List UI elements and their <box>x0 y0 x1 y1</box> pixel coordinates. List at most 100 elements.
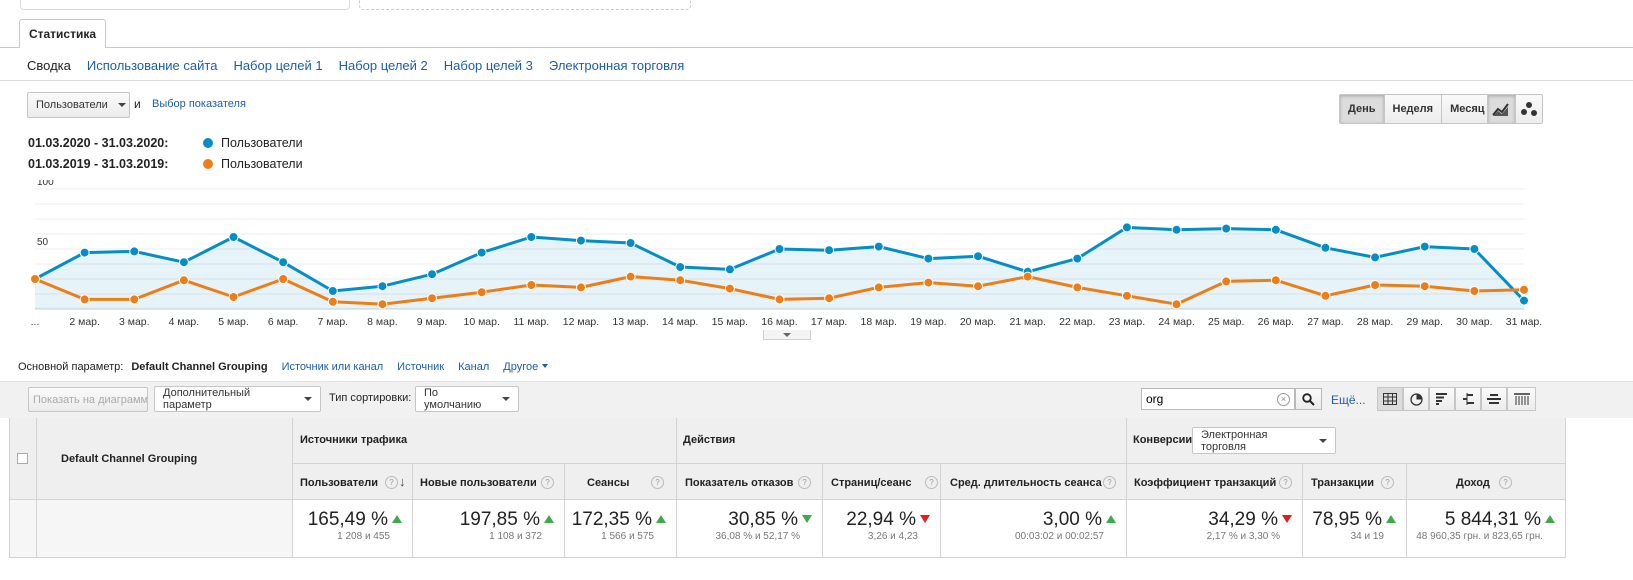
col-users[interactable]: Пользователи ? ↓ <box>293 464 413 500</box>
advanced-search-link[interactable]: Ещё... <box>1331 393 1366 407</box>
totals-value: 3,00 % <box>941 509 1116 531</box>
dimension-medium[interactable]: Канал <box>458 361 490 373</box>
choose-metric-link[interactable]: Выбор показателя <box>152 98 246 110</box>
tab-statistics[interactable]: Статистика <box>19 19 106 47</box>
table-search-input[interactable] <box>1142 389 1270 409</box>
subtab-site-usage[interactable]: Использование сайта <box>86 58 218 73</box>
col-new-users[interactable]: Новые пользователи ? <box>413 464 565 500</box>
col-avg-duration[interactable]: Сред. длительность сеанса ? <box>941 464 1127 500</box>
plot-rows-button[interactable]: Показать на диаграмме <box>28 387 148 412</box>
totals-value: 34,29 % <box>1127 509 1292 531</box>
clear-search-icon[interactable]: × <box>1277 393 1290 406</box>
data-point <box>427 269 438 280</box>
subtab-goal-set-3[interactable]: Набор целей 3 <box>443 58 533 73</box>
data-point <box>1419 241 1430 252</box>
trend-up-icon <box>392 515 402 523</box>
legend-dot-current <box>203 138 213 148</box>
data-point <box>377 281 388 292</box>
totals-cell: 197,85 % 1 108 и 372 <box>413 500 565 558</box>
secondary-dimension-select[interactable]: Дополнительный параметр <box>154 386 321 412</box>
x-tick-label: 3 мар. <box>119 316 150 328</box>
view-pie-button[interactable] <box>1403 387 1429 411</box>
subtab-summary[interactable]: Сводка <box>27 58 71 73</box>
x-tick-label: 21 мар. <box>1009 316 1045 328</box>
chart-collapse-handle[interactable] <box>763 330 811 340</box>
bubbles-icon <box>1520 102 1537 116</box>
conversion-goal-value: Электронная торговля <box>1201 428 1268 453</box>
col-transactions[interactable]: Транзакции ? <box>1303 464 1407 500</box>
data-point <box>1270 275 1281 286</box>
totals-cell: 165,49 % 1 208 и 455 <box>293 500 413 558</box>
help-icon[interactable]: ? <box>1279 476 1292 489</box>
report-table: Default Channel Grouping Источники трафи… <box>9 418 1566 558</box>
dimension-header-cell[interactable]: Default Channel Grouping <box>37 418 293 500</box>
data-point <box>824 245 835 256</box>
sort-arrow-down-icon: ↓ <box>399 474 406 489</box>
help-icon[interactable]: ? <box>1103 476 1116 489</box>
motion-chart-button[interactable] <box>1515 95 1542 123</box>
help-icon[interactable]: ? <box>1499 476 1512 489</box>
help-icon[interactable]: ? <box>541 476 554 489</box>
totals-dimension-cell <box>37 500 293 558</box>
data-point <box>526 280 537 290</box>
sort-type-select[interactable]: По умолчанию <box>415 386 519 412</box>
x-tick-label: 20 мар. <box>960 316 996 328</box>
col-sessions[interactable]: Сеансы ? <box>565 464 677 500</box>
search-button[interactable] <box>1295 388 1322 410</box>
subtab-goal-set-1[interactable]: Набор целей 1 <box>233 58 323 73</box>
x-tick-label: 12 мар. <box>563 316 599 328</box>
x-tick-label: 2 мар. <box>69 316 100 328</box>
data-point <box>575 235 586 246</box>
data-point <box>774 244 785 254</box>
col-revenue[interactable]: Доход ? <box>1407 464 1566 500</box>
help-icon[interactable]: ? <box>1381 476 1394 489</box>
data-point <box>575 282 586 293</box>
view-table-button[interactable] <box>1377 387 1403 411</box>
col-bounce-rate[interactable]: Показатель отказов ? <box>677 464 823 500</box>
totals-value: 22,94 % <box>823 509 930 531</box>
legend-label-current: Пользователи <box>221 136 303 150</box>
data-point <box>724 264 735 275</box>
period-month-button[interactable]: Месяц <box>1442 95 1493 123</box>
totals-value: 78,95 % <box>1303 509 1396 531</box>
view-term-cloud-button[interactable] <box>1481 387 1507 411</box>
subtab-ecommerce[interactable]: Электронная торговля <box>548 58 685 73</box>
period-day-button[interactable]: День <box>1340 95 1385 123</box>
group-conversions-label: Конверсии <box>1133 434 1193 446</box>
dimension-other[interactable]: Другое <box>503 361 549 373</box>
help-icon[interactable]: ? <box>385 476 398 489</box>
data-point <box>824 293 835 304</box>
view-pivot-button[interactable] <box>1507 387 1536 411</box>
totals-value: 197,85 % <box>413 509 554 531</box>
primary-dimension-row: Основной параметр: Default Channel Group… <box>18 361 549 373</box>
metric-select[interactable]: Пользователи <box>27 92 130 118</box>
pivot-icon <box>1513 393 1530 405</box>
report-subtabs: Сводка Использование сайта Набор целей 1… <box>27 58 684 73</box>
dimension-source-medium[interactable]: Источник или канал <box>281 361 384 373</box>
x-tick-label: 15 мар. <box>712 316 748 328</box>
period-week-button[interactable]: Неделя <box>1384 95 1443 123</box>
totals-cell: 3,00 % 00:03:02 и 00:02:57 <box>941 500 1127 558</box>
metric-and-label: и <box>134 97 141 111</box>
x-tick-label: 25 мар. <box>1208 316 1244 328</box>
help-icon[interactable]: ? <box>925 476 938 489</box>
totals-comparison: 34 и 19 <box>1350 531 1384 542</box>
help-icon[interactable]: ? <box>798 476 811 489</box>
data-point <box>1171 299 1182 310</box>
select-all-checkbox[interactable] <box>17 453 28 464</box>
view-comparison-button[interactable] <box>1455 387 1481 411</box>
data-point <box>1469 286 1480 296</box>
line-chart-button[interactable] <box>1488 95 1516 123</box>
view-performance-button[interactable] <box>1429 387 1455 411</box>
data-point <box>1072 253 1083 264</box>
col-bounce-rate-label: Показатель отказов <box>685 477 794 489</box>
dimension-source[interactable]: Источник <box>397 361 445 373</box>
trend-up-icon <box>1386 515 1396 523</box>
conversion-goal-select[interactable]: Электронная торговля <box>1192 427 1336 454</box>
help-icon[interactable]: ? <box>651 476 664 489</box>
col-pages-session[interactable]: Страниц/сеанс ? <box>823 464 941 500</box>
chevron-down-icon <box>1319 438 1327 443</box>
col-transaction-rate[interactable]: Коэффициент транзакций ? <box>1127 464 1303 500</box>
data-point <box>973 281 984 292</box>
subtab-goal-set-2[interactable]: Набор целей 2 <box>338 58 428 73</box>
